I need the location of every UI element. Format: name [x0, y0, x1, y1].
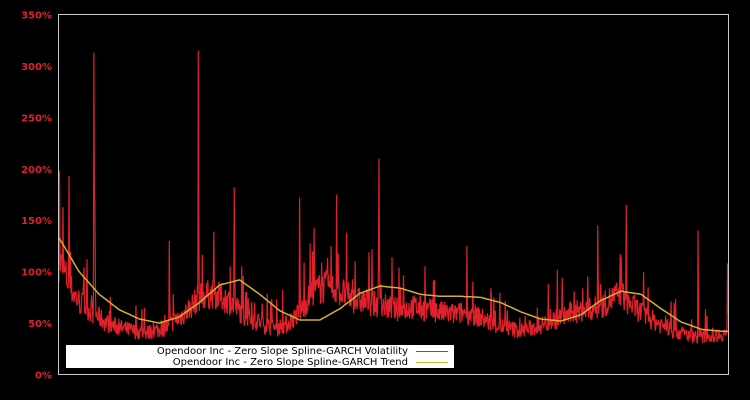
legend-swatch-gold-line-icon — [416, 362, 448, 363]
y-tick-label: 350% — [21, 11, 52, 22]
legend: Opendoor Inc - Zero Slope Spline-GARCH V… — [66, 345, 454, 368]
plot-frame — [58, 14, 729, 375]
volatility-line — [58, 50, 729, 344]
y-tick-label: 150% — [21, 216, 52, 227]
y-tick-label: 50% — [28, 319, 52, 330]
legend-label: Opendoor Inc - Zero Slope Spline-GARCH T… — [172, 357, 408, 368]
y-axis-ticks: 0% 50% 100% 150% 200% 250% 300% 350% — [21, 11, 52, 382]
y-tick-label: 0% — [35, 371, 52, 382]
legend-item-trend: Opendoor Inc - Zero Slope Spline-GARCH T… — [173, 357, 448, 368]
legend-swatch-red-line-icon — [416, 351, 448, 352]
legend-item-volatility: Opendoor Inc - Zero Slope Spline-GARCH V… — [157, 346, 448, 357]
legend-label: Opendoor Inc - Zero Slope Spline-GARCH V… — [156, 346, 408, 357]
y-tick-label: 200% — [21, 165, 52, 176]
y-tick-label: 250% — [21, 113, 52, 124]
y-tick-label: 300% — [21, 62, 52, 73]
plot-area — [58, 50, 729, 344]
trend-line — [58, 237, 728, 333]
y-tick-label: 100% — [21, 268, 52, 279]
